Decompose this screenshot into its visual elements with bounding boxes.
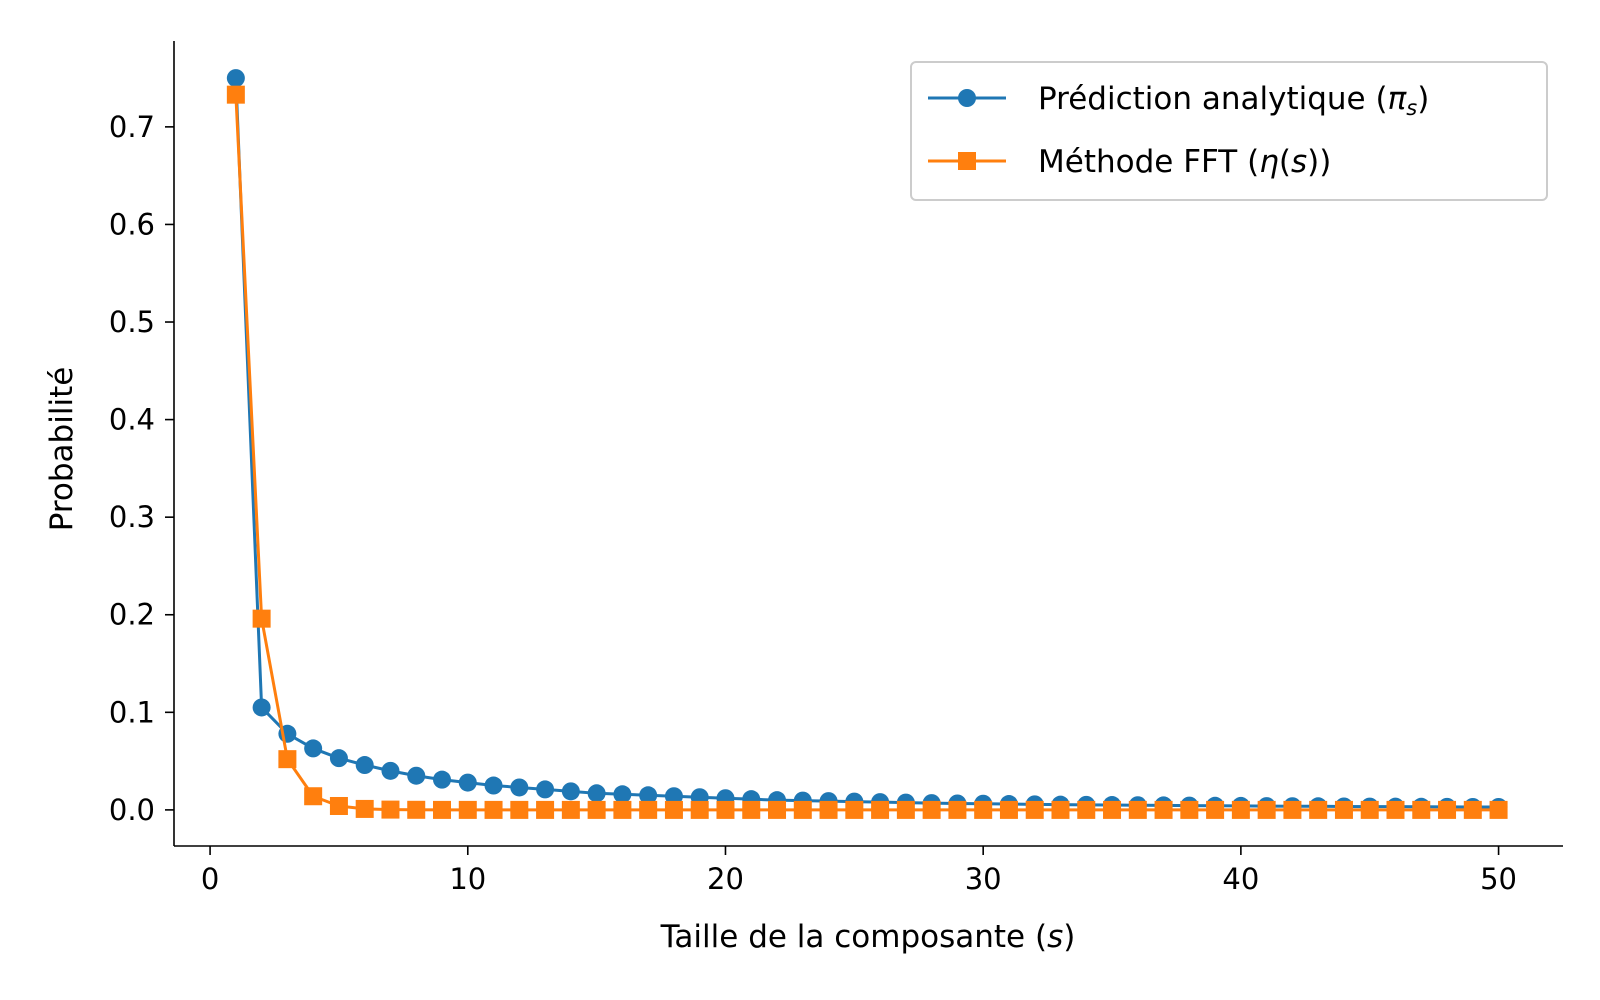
data-point	[1257, 800, 1276, 819]
data-point	[484, 800, 503, 819]
data-point	[536, 800, 555, 819]
legend-marker-analytic	[958, 89, 976, 107]
data-point	[252, 609, 271, 628]
data-point	[329, 796, 348, 815]
data-point	[1231, 800, 1250, 819]
data-point	[1180, 800, 1199, 819]
legend-frame	[910, 61, 1548, 201]
data-point	[304, 739, 323, 758]
data-point	[664, 787, 683, 806]
data-point	[381, 761, 400, 780]
data-point	[1077, 800, 1096, 819]
data-point	[355, 756, 374, 775]
legend-label-fft: Méthode FFT (η(s))	[1038, 144, 1331, 180]
series-layer	[226, 69, 1508, 819]
y-axis-label: Probabilité	[44, 367, 80, 532]
x-tick-label: 50	[1480, 862, 1517, 896]
data-point	[458, 773, 477, 792]
y-tick-label: 0.2	[109, 598, 155, 632]
data-point	[948, 800, 967, 819]
data-point	[1463, 800, 1482, 819]
data-point	[793, 800, 812, 819]
data-point	[613, 785, 632, 804]
y-tick-label: 0.0	[109, 793, 155, 827]
legend-marker-fft	[958, 152, 976, 170]
data-point	[1438, 800, 1457, 819]
data-point	[1386, 800, 1405, 819]
y-tick-label: 0.7	[109, 110, 155, 144]
data-point	[510, 778, 529, 797]
data-point	[690, 800, 709, 819]
data-point	[819, 800, 838, 819]
data-point	[407, 800, 426, 819]
data-point	[587, 800, 606, 819]
legend-entry-fft: Méthode FFT (η(s))	[928, 144, 1331, 180]
data-point	[381, 800, 400, 819]
legend: Prédiction analytique (πs) Méthode FFT (…	[910, 61, 1548, 201]
x-tick-label: 0	[201, 862, 219, 896]
x-tick-label: 20	[707, 862, 744, 896]
data-point	[226, 69, 245, 88]
axes: 0 10 20 30 40 50 0.0 0.1 0.2 0.3 0.4 0.5 0.6 0.7	[109, 41, 1563, 896]
series-fft	[226, 85, 1508, 819]
data-point	[407, 766, 426, 785]
data-point	[1489, 800, 1508, 819]
data-point	[871, 800, 890, 819]
data-point	[587, 784, 606, 803]
data-point	[1309, 800, 1328, 819]
x-tick-label: 10	[449, 862, 486, 896]
data-point	[433, 770, 452, 789]
data-point	[1025, 800, 1044, 819]
data-point	[768, 800, 787, 819]
data-point	[458, 800, 477, 819]
x-axis-label: Taille de la composante (s)	[660, 919, 1076, 955]
data-point	[433, 800, 452, 819]
data-point	[1334, 800, 1353, 819]
data-point	[510, 800, 529, 819]
data-point	[1412, 800, 1431, 819]
x-ticks: 0 10 20 30 40 50	[201, 846, 1517, 896]
data-point	[613, 800, 632, 819]
data-point	[639, 800, 658, 819]
x-tick-label: 30	[965, 862, 1002, 896]
data-point	[252, 698, 271, 717]
data-point	[561, 782, 580, 801]
y-tick-label: 0.3	[109, 500, 155, 534]
data-point	[999, 800, 1018, 819]
y-ticks: 0.0 0.1 0.2 0.3 0.4 0.5 0.6 0.7	[109, 110, 174, 827]
data-point	[639, 786, 658, 805]
data-point	[922, 800, 941, 819]
data-point	[484, 776, 503, 795]
data-point	[536, 780, 555, 799]
data-point	[226, 85, 245, 104]
data-point	[974, 800, 993, 819]
y-tick-label: 0.6	[109, 207, 155, 241]
data-point	[1206, 800, 1225, 819]
data-point	[716, 800, 735, 819]
data-point	[355, 799, 374, 818]
data-point	[845, 800, 864, 819]
data-point	[304, 787, 323, 806]
data-point	[329, 749, 348, 768]
data-point	[1154, 800, 1173, 819]
y-tick-label: 0.5	[109, 305, 155, 339]
data-point	[1360, 800, 1379, 819]
legend-entry-analytic: Prédiction analytique (πs)	[928, 81, 1429, 120]
data-point	[742, 800, 761, 819]
x-tick-label: 40	[1222, 862, 1259, 896]
data-point	[1051, 800, 1070, 819]
data-point	[1128, 800, 1147, 819]
legend-label-analytic: Prédiction analytique (πs)	[1038, 81, 1429, 120]
y-tick-label: 0.4	[109, 403, 155, 437]
data-point	[1103, 800, 1122, 819]
data-point	[896, 800, 915, 819]
data-point	[664, 800, 683, 819]
data-point	[1283, 800, 1302, 819]
data-point	[561, 800, 580, 819]
series-line	[234, 94, 1499, 812]
y-tick-label: 0.1	[109, 695, 155, 729]
data-point	[278, 750, 297, 769]
